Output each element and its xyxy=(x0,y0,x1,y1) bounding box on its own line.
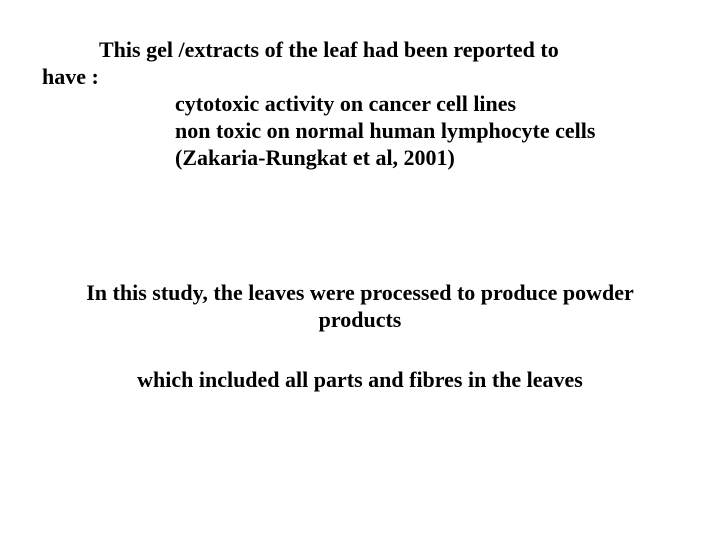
study-text-line1: In this study, the leaves were processed… xyxy=(0,280,720,306)
intro-text: This gel /extracts of the leaf had been … xyxy=(99,37,559,63)
have-text: have : xyxy=(42,64,99,90)
bullet-cytotoxic: cytotoxic activity on cancer cell lines xyxy=(175,91,516,117)
bullet-nontoxic: non toxic on normal human lymphocyte cel… xyxy=(175,118,595,144)
included-text: which included all parts and fibres in t… xyxy=(0,367,720,393)
study-text-line2: products xyxy=(0,307,720,333)
citation-text: (Zakaria-Rungkat et al, 2001) xyxy=(175,145,455,171)
